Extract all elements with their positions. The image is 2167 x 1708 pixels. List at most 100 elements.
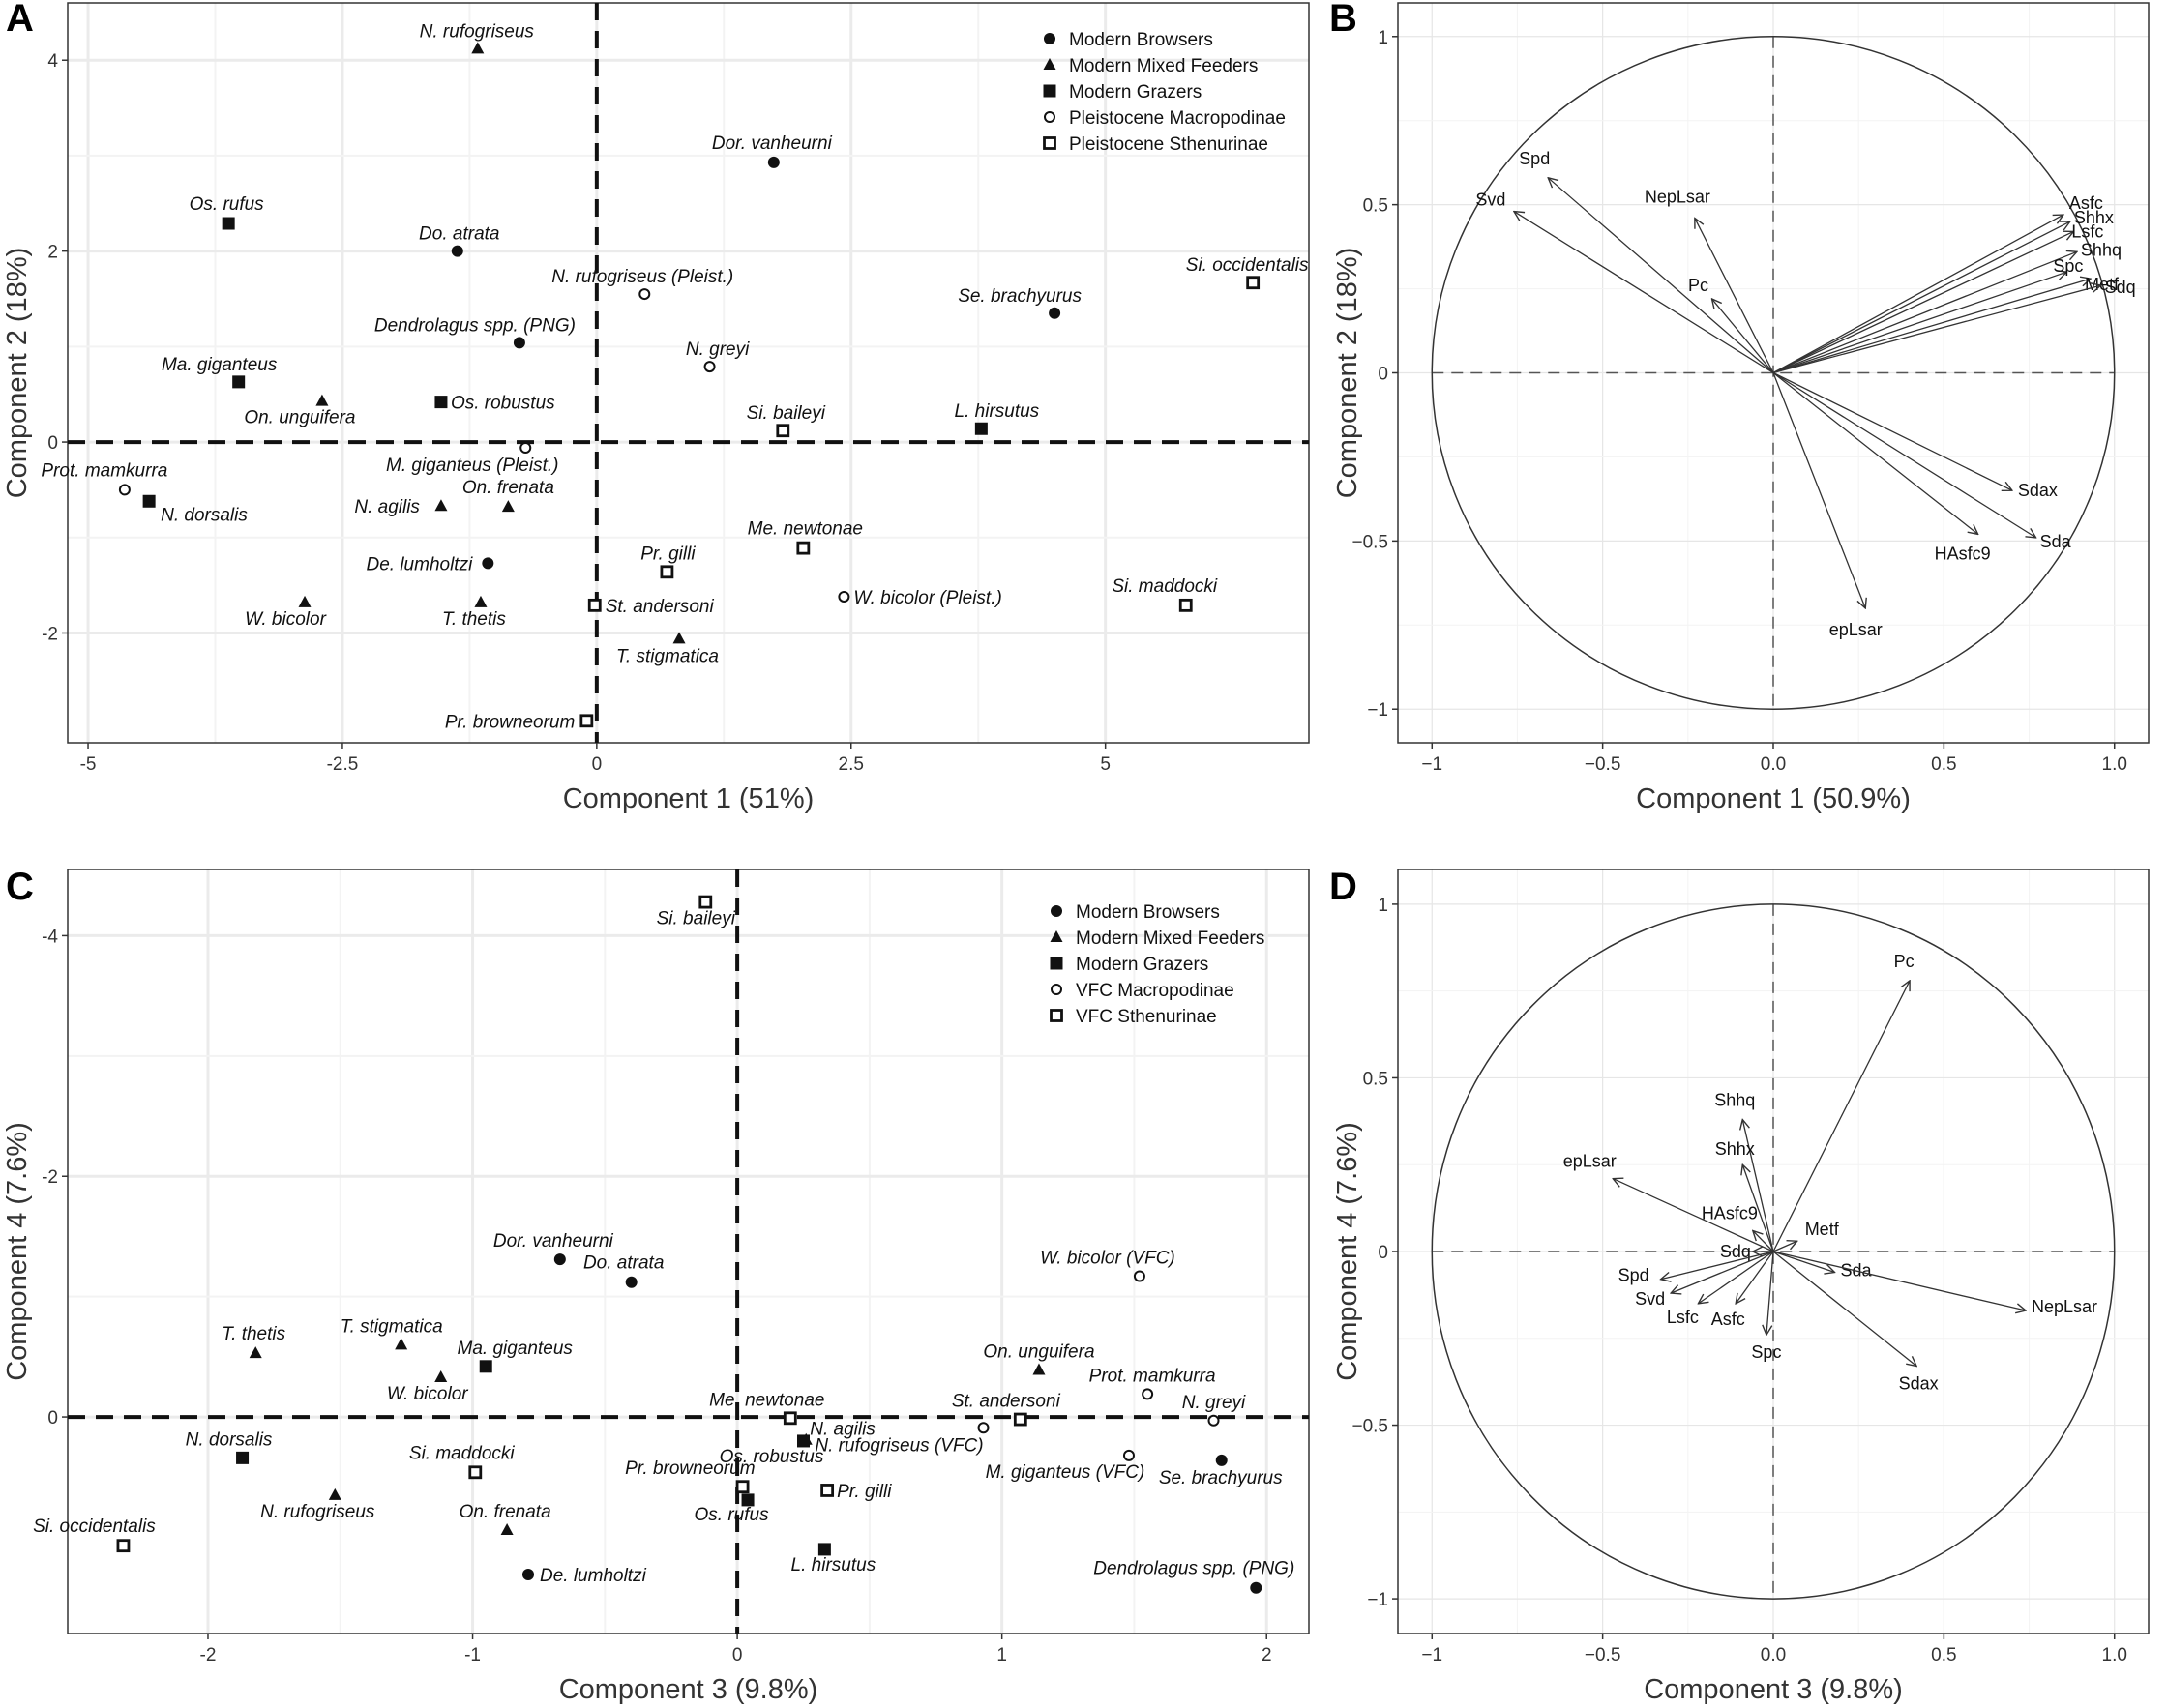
- data-point-si-occidentalis: [116, 1539, 131, 1553]
- legend-label: Modern Browsers: [1076, 902, 1220, 923]
- vector-label-sdax: Sdax: [1899, 1374, 1939, 1394]
- data-point-on-frenata: [501, 500, 515, 513]
- data-point-dendrolagus-spp-png: [1250, 1581, 1262, 1594]
- data-point-n-rufogriseus-vfc: [977, 1422, 990, 1434]
- y-tick-label: −1: [1367, 700, 1388, 721]
- data-point-on-unguifera: [1032, 1363, 1046, 1375]
- point-label-prot-mamkurra: Prot. mamkurra: [41, 460, 167, 481]
- data-point-pr-browneorum: [579, 714, 594, 728]
- x-tick-label: 0.0: [1761, 1645, 1786, 1665]
- vector-label-asfc: Asfc: [1711, 1310, 1745, 1329]
- point-label-on-frenata: On. frenata: [460, 1502, 551, 1522]
- x-tick-label: 0: [592, 754, 603, 775]
- vector-sdq: [1772, 285, 2101, 374]
- point-label-n-greyi: N. greyi: [686, 339, 750, 360]
- x-axis-title: Component 3 (9.8%): [1644, 1674, 1903, 1705]
- x-tick-label: 5: [1100, 754, 1111, 775]
- point-label-se-brachyurus: Se. brachyurus: [958, 286, 1082, 307]
- point-label-on-unguifera: On. unguifera: [983, 1342, 1094, 1363]
- vector-shhx: [1742, 1164, 1774, 1252]
- point-label-t-stigmatica: T. stigmatica: [616, 646, 719, 666]
- point-label-dendrolagus-spp-png: Dendrolagus spp. (PNG): [1093, 1559, 1294, 1579]
- x-tick-label: −1: [1421, 1645, 1442, 1665]
- data-point-n-rufogriseus: [471, 42, 485, 54]
- data-point-os-rufus: [222, 217, 235, 230]
- y-axis-title: Component 4 (7.6%): [1332, 1122, 1363, 1381]
- x-tick-label: 2.5: [839, 754, 864, 775]
- point-label-n-rufogriseus-pleist: N. rufogriseus (Pleist.): [551, 267, 733, 287]
- y-axis-title: Component 2 (18%): [2, 248, 33, 499]
- vector-label-spd: Spd: [1618, 1266, 1649, 1285]
- y-tick-label: 1: [1378, 896, 1388, 916]
- panel-letter: A: [6, 0, 34, 40]
- y-tick-label: 0: [1378, 365, 1388, 385]
- data-point-on-frenata: [500, 1523, 514, 1536]
- data-point-si-maddocki: [1178, 598, 1193, 612]
- vector-label-svd: Svd: [1475, 191, 1505, 210]
- vector-label-shhx: Shhx: [2074, 208, 2114, 227]
- vector-label-asfc: Asfc: [2069, 193, 2103, 213]
- data-point-n-agilis: [434, 499, 448, 512]
- vector-shhx: [1772, 221, 2070, 374]
- x-tick-label: 0.5: [1931, 754, 1956, 775]
- y-tick-label: 2: [47, 243, 58, 263]
- y-tick-label: 0.5: [1363, 196, 1388, 217]
- vector-shhq: [1772, 251, 2077, 374]
- y-axis-title: Component 2 (18%): [1332, 248, 1363, 499]
- point-label-l-hirsutus: L. hirsutus: [955, 401, 1040, 422]
- legend-marker-triangle: [1043, 58, 1056, 70]
- data-point-st-andersoni: [1013, 1412, 1027, 1427]
- vector-label-neplsar: NepLsar: [1645, 188, 1710, 207]
- data-point-me-newtonae: [796, 541, 811, 555]
- point-label-si-baileyi: Si. baileyi: [657, 909, 736, 929]
- point-label-m-giganteus-pleist: M. giganteus (Pleist.): [386, 456, 558, 476]
- point-label-pr-gilli: Pr. gilli: [837, 1482, 892, 1502]
- point-label-ma-giganteus: Ma. giganteus: [162, 355, 278, 375]
- vector-asfc: [1736, 1251, 1774, 1304]
- point-label-de-lumholtzi: De. lumholtzi: [366, 554, 473, 574]
- point-label-st-andersoni: St. andersoni: [606, 597, 715, 617]
- point-label-me-newtonae: Me. newtonae: [709, 1390, 824, 1410]
- x-tick-label: 1: [996, 1645, 1007, 1665]
- legend-label: Modern Mixed Feeders: [1076, 928, 1264, 949]
- data-point-m-giganteus-pleist: [519, 441, 532, 454]
- data-point-st-andersoni: [587, 598, 602, 612]
- vector-label-shhq: Shhq: [2081, 240, 2122, 259]
- vector-label-svd: Svd: [1635, 1289, 1665, 1309]
- x-tick-label: 2: [1262, 1645, 1272, 1665]
- data-point-n-dorsalis: [236, 1451, 250, 1464]
- vector-lsfc: [1698, 1251, 1774, 1304]
- y-tick-label: 0.5: [1363, 1069, 1388, 1089]
- x-tick-label: −1: [1421, 754, 1442, 775]
- legend-marker-open-circle: [1044, 111, 1055, 123]
- vector-label-spd: Spd: [1519, 149, 1550, 168]
- data-point-prot-mamkurra: [1142, 1388, 1154, 1400]
- point-label-t-thetis: T. thetis: [222, 1324, 285, 1344]
- x-tick-label: 0.0: [1761, 754, 1786, 775]
- vector-svd: [1514, 212, 1774, 374]
- legend-label: Modern Browsers: [1069, 30, 1213, 50]
- legend-marker-square: [1043, 84, 1056, 98]
- point-label-n-greyi: N. greyi: [1182, 1393, 1246, 1413]
- data-point-si-baileyi: [776, 424, 790, 438]
- data-point-si-baileyi: [698, 895, 713, 909]
- vector-label-hasfc9: HAsfc9: [1702, 1203, 1758, 1222]
- data-point-t-thetis: [249, 1346, 262, 1359]
- y-tick-label: 1: [1378, 28, 1388, 48]
- point-label-on-frenata: On. frenata: [462, 478, 554, 498]
- x-axis-title: Component 1 (50.9%): [1636, 783, 1911, 814]
- vector-label-eplsar: epLsar: [1563, 1152, 1617, 1171]
- point-label-w-bicolor-pleist: W. bicolor (Pleist.): [853, 588, 1001, 608]
- y-tick-label: 0: [47, 1408, 58, 1428]
- vector-label-pc: Pc: [1688, 276, 1708, 295]
- vector-label-sda: Sda: [2040, 532, 2072, 551]
- data-point-ma-giganteus: [232, 375, 246, 389]
- point-label-n-agilis: N. agilis: [810, 1420, 876, 1440]
- panel-c: C -2 -1 0 1 2 -4 -2 0 Component 3 (9.8%) Component…: [2, 866, 1310, 1705]
- vector-shhq: [1742, 1120, 1774, 1252]
- vector-sda: [1772, 1251, 1834, 1273]
- x-tick-label: 1.0: [2102, 754, 2127, 775]
- x-tick-label: −0.5: [1585, 754, 1621, 775]
- vector-label-shhq: Shhq: [1714, 1091, 1755, 1110]
- point-label-dor-vanheurni: Dor. vanheurni: [493, 1231, 614, 1252]
